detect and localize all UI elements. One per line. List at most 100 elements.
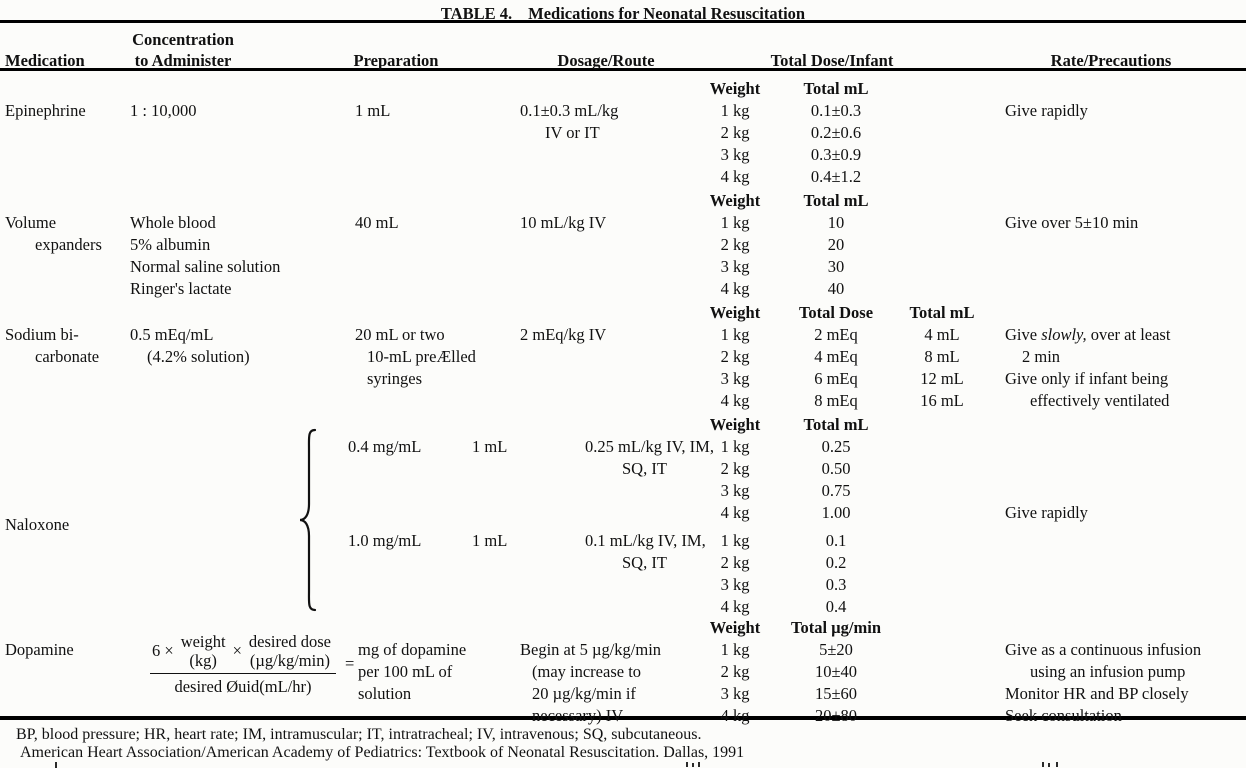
value-cell: 0.3±0.9 [810,145,862,164]
value-cell: 4 mL [924,325,960,344]
weight-table-header: Weight Total mL [690,190,1002,212]
weight-cell: 1 kg [720,531,750,550]
rate-text-italic: slowly, [1041,325,1087,344]
epinephrine-dosage-line2: IV or IT [545,123,600,142]
epinephrine-rate: Give rapidly [1005,101,1088,120]
bicarbonate-dosage: 2 mEq/kg IV [520,325,607,344]
bicarbonate-concentration: 0.5 mEq/mL (4.2% solution) [130,324,250,368]
column-header-concentration-line2: to Administer [134,51,232,70]
volume-preparation: 40 mL [355,213,399,232]
weight-cell: 1 kg [720,101,750,120]
drug-name-dopamine: Dopamine [5,640,74,659]
value-cell: 5±20 [819,640,853,659]
weight-header: Weight [709,303,761,322]
drug-name-line: Sodium bi- [5,325,79,344]
table-row: 3 kg 6 mEq 12 mL [690,368,1002,390]
volume-dosage: 10 mL/kg IV [520,213,607,232]
rate-line: Seek consultation [1005,706,1122,725]
value-cell: 0.25 [821,437,851,456]
table-row: 4 kg 8 mEq 16 mL [690,390,1002,412]
weight-table-header: Weight Total mL [690,78,1002,100]
weight-header: Weight [709,79,761,98]
bicarbonate-rate: Give slowly, over at least 2 min Give on… [1005,324,1170,412]
dose-cell: 4 mEq [814,347,858,366]
rate-line: using an infusion pump [1030,662,1186,681]
rate-line: effectively ventilated [1030,391,1170,410]
bicarbonate-weight-table: Weight Total Dose Total mL 1 kg 2 mEq 4 mL… [690,302,1002,412]
naloxone-rate: Give rapidly [1005,503,1088,522]
value-cell: 0.75 [821,481,851,500]
formula-weight-top: weight [180,632,226,651]
formula-times: × [232,641,242,660]
weight-table-header: Weight Total µg/min [690,617,1002,639]
concentration-line: Ringer's lactate [130,279,232,298]
rate-line: Monitor HR and BP closely [1005,684,1189,703]
epinephrine-concentration: 1 : 10,000 [130,101,197,120]
value-cell: 20 [827,235,845,254]
table-row: 4 kg 0.4±1.2 [690,166,1002,188]
value-cell: 40 [827,279,845,298]
formula-weight-bottom: (kg) [189,651,217,670]
weight-cell: 3 kg [720,369,750,388]
table-row: 2 kg 4 mEq 8 mL [690,346,1002,368]
weight-cell: 3 kg [720,684,750,703]
value-cell: 30 [827,257,845,276]
dosage-line: Begin at 5 µg/kg/min [520,640,662,659]
total-ug-min-header: Total µg/min [790,618,882,637]
value-cell: 15±60 [814,684,858,703]
dopamine-weight-table: Weight Total µg/min 1 kg 5±20 2 kg 10±40 3… [690,617,1002,727]
table-title-label: TABLE 4. [440,4,513,23]
concentration-line: 0.5 mEq/mL [130,325,214,344]
formula-dose-bottom: (µg/kg/min) [249,651,330,670]
rate-text: over at least [1086,325,1171,344]
dose-cell: 2 mEq [814,325,858,344]
column-header-rate-precautions: Rate/Precautions [1050,51,1172,70]
table-row: 3 kg 0.75 [690,480,1002,502]
value-cell: 0.1 [825,531,847,550]
dosage-line: 20 µg/kg/min if [532,684,636,703]
volume-weight-table: Weight Total mL 1 kg 10 2 kg 20 3 kg 30 4 k… [690,190,1002,300]
table-row: 4 kg 0.4 [690,596,1002,618]
table-row: 4 kg 1.00 [690,502,1002,524]
table-row: 2 kg 0.50 [690,458,1002,480]
table-row: 1 kg 5±20 [690,639,1002,661]
value-cell: 0.3 [825,575,847,594]
epinephrine-dosage-line1: 0.1±0.3 mL/kg [520,101,619,120]
dopamine-formula: 6 × weight (kg) × desired dose (µg/kg/mi… [150,632,354,696]
concentration-line: 5% albumin [130,235,211,254]
weight-cell: 1 kg [720,325,750,344]
preparation-line: mg of dopamine [358,640,467,659]
weight-cell: 3 kg [720,257,750,276]
table-title: TABLE 4. Medications for Neonatal Resusci… [0,3,1246,25]
value-cell: 1.00 [821,503,851,522]
column-header-dosage-route: Dosage/Route [557,51,655,70]
table-row: 4 kg 40 [690,278,1002,300]
dopamine-dosage: Begin at 5 µg/kg/min (may increase to 20… [520,639,661,727]
drug-name-epinephrine: Epinephrine [5,101,86,120]
rate-line: 2 min [1022,347,1061,366]
column-header-concentration: Concentration to Administer [124,29,242,71]
preparation-line: syringes [367,369,422,388]
weight-cell: 4 kg [720,706,750,725]
table-row: 2 kg 0.2±0.6 [690,122,1002,144]
naloxone-a-preparation: 1 mL [472,437,508,456]
column-header-concentration-line1: Concentration [132,30,234,49]
drug-name-naloxone: Naloxone [5,515,70,534]
dose-cell: 8 mEq [814,391,858,410]
formula-factor: 6 × [152,641,174,660]
value-cell: 0.4±1.2 [810,167,862,186]
weight-header: Weight [709,415,761,434]
total-ml-header: Total mL [803,191,869,210]
table-row: 1 kg 0.25 [690,436,1002,458]
table-row: 4 kg 20±80 [690,705,1002,727]
weight-cell: 2 kg [720,553,750,572]
weight-cell: 3 kg [720,481,750,500]
table-row: 1 kg 2 mEq 4 mL [690,324,1002,346]
weight-table-header: Weight Total Dose Total mL [690,302,1002,324]
weight-cell: 3 kg [720,145,750,164]
dopamine-preparation: mg of dopamine per 100 mL of solution [358,639,466,705]
weight-header: Weight [709,191,761,210]
rule-above-footnotes [0,716,1246,720]
preparation-line: per 100 mL of [358,662,453,681]
